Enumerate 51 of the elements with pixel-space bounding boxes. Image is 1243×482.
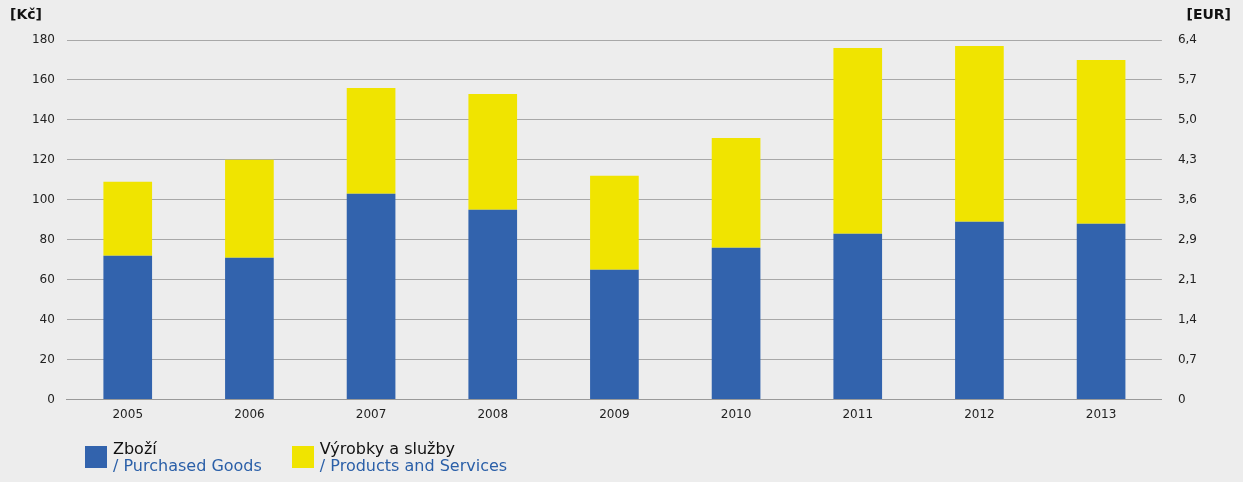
bar [833, 47, 883, 234]
y2-tick-label: 5,0 [1177, 111, 1198, 126]
y-tick-label: 40 [39, 311, 55, 326]
x-tick-label: 2007 [355, 406, 387, 421]
bar [1076, 59, 1126, 224]
y-tick-label: 160 [32, 72, 55, 87]
x-tick-label: 2006 [234, 406, 265, 421]
y2-tick-label: 6,4 [1177, 32, 1198, 47]
bar [346, 87, 396, 194]
bar [711, 247, 761, 400]
bar [590, 175, 639, 270]
y-tick-label: 20 [39, 351, 55, 366]
bar [346, 193, 396, 400]
y-tick-label: 60 [39, 271, 55, 286]
x-tick-label: 2005 [112, 406, 144, 421]
y2-tick-label: 0 [1177, 391, 1186, 406]
legend-label: Zboží / Purchased Goods [113, 439, 262, 475]
y2-tick-label: 2,9 [1177, 231, 1198, 246]
bar [225, 159, 274, 258]
x-tick-label: 2009 [599, 406, 630, 421]
y2-tick-label: 2,1 [1177, 272, 1198, 287]
legend-label: Výrobky a služby / Products and Services [319, 439, 508, 475]
bar [468, 209, 518, 400]
y-tick-label: 80 [39, 231, 55, 246]
y2-axis-title: [EUR] [1186, 6, 1231, 22]
bar [103, 181, 153, 256]
x-tick-label: 2013 [1085, 406, 1117, 421]
y-tick-label: 120 [32, 151, 55, 166]
y2-tick-label: 4,3 [1177, 151, 1198, 166]
y-tick-label: 0 [47, 391, 55, 406]
y2-tick-label: 5,7 [1177, 72, 1198, 87]
x-tick-label: 2012 [964, 406, 995, 421]
bar [225, 257, 274, 400]
y-tick-label: 100 [32, 191, 55, 206]
bar [711, 137, 761, 248]
y2-tick-label: 1,4 [1177, 311, 1198, 326]
bar [955, 45, 1004, 222]
bar [1076, 223, 1126, 400]
bar [833, 233, 883, 400]
bar [590, 269, 639, 400]
y-axis-title: [Kč] [10, 6, 42, 22]
y2-tick-label: 3,6 [1177, 191, 1198, 206]
y-tick-label: 180 [32, 32, 55, 47]
y2-tick-label: 0,7 [1177, 351, 1198, 366]
bar [103, 255, 153, 400]
bar [468, 93, 518, 210]
y-tick-label: 140 [32, 112, 55, 127]
x-tick-label: 2008 [477, 406, 509, 421]
x-tick-label: 2011 [842, 406, 874, 421]
bar [955, 221, 1004, 400]
x-tick-label: 2010 [720, 406, 752, 421]
